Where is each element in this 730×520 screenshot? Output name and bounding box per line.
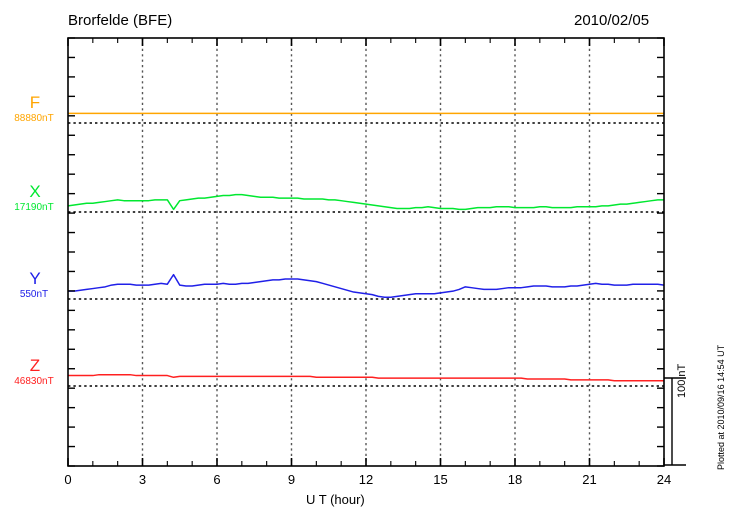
component-letter-y: Y: [29, 269, 41, 288]
date-label: 2010/02/05: [574, 12, 650, 29]
component-value-f: 88880nT: [14, 113, 54, 124]
x-tick-label: 21: [582, 472, 597, 487]
x-tick-label: 9: [287, 472, 296, 487]
x-tick-label: 15: [433, 472, 448, 487]
page-title: Brorfelde (BFE): [68, 12, 173, 29]
component-letter-z: Z: [29, 356, 41, 375]
x-tick-label: 6: [213, 472, 221, 487]
x-tick-label: 0: [64, 472, 72, 487]
scale-bar: [664, 377, 686, 466]
component-value-z: 46830nT: [14, 376, 54, 387]
trace-z: [68, 373, 664, 382]
scale-bar-label: 100 nT: [676, 363, 688, 398]
x-tick-label: 3: [138, 472, 147, 487]
x-axis-title: U T (hour): [306, 492, 365, 507]
component-letter-f: F: [29, 93, 41, 112]
component-value-y: 550nT: [19, 289, 49, 300]
trace-y: [68, 273, 665, 299]
component-value-x: 17190nT: [14, 202, 54, 213]
grid-lines: [141, 38, 591, 466]
component-traces: [67, 112, 665, 382]
component-baselines: [68, 122, 664, 387]
x-tick-label: 24: [656, 472, 672, 487]
x-tick-label: 18: [507, 472, 523, 487]
x-tick-label: 12: [358, 472, 374, 487]
trace-x: [67, 193, 664, 211]
plot-frame: [67, 37, 665, 467]
plotted-timestamp: Plotted at 2010/09/16 14:54 UT: [716, 344, 726, 470]
component-letter-x: X: [29, 182, 41, 201]
